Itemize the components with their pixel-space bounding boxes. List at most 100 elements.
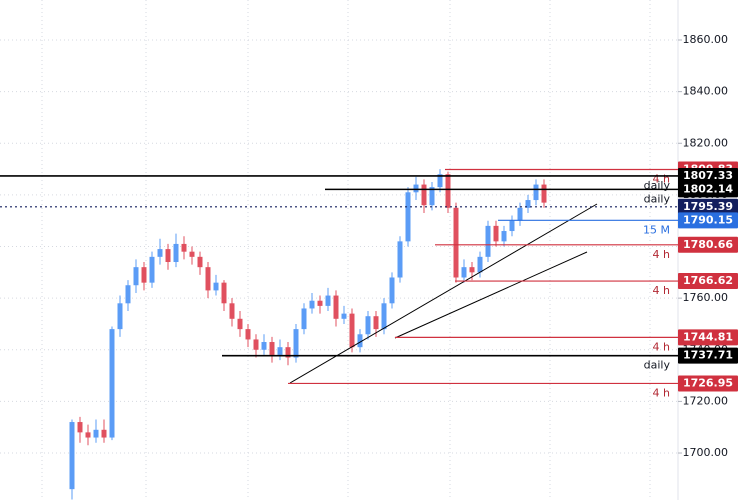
candle-body xyxy=(133,267,139,286)
level-label-box xyxy=(678,198,738,215)
level-note: 4 h xyxy=(653,284,670,297)
candle-body xyxy=(109,329,115,438)
candle-body xyxy=(445,174,451,208)
level-label-box xyxy=(678,181,738,198)
level-label: 1807.33 xyxy=(683,169,733,182)
candle-body xyxy=(93,429,99,438)
candle-body xyxy=(229,303,235,319)
y-tick-label: 1760.00 xyxy=(683,291,729,304)
candle-body xyxy=(397,241,403,278)
candle-body xyxy=(509,220,515,232)
candle-body xyxy=(477,256,483,273)
candle-body xyxy=(181,243,187,252)
level-note: 4 h xyxy=(653,386,670,399)
y-tick-label: 1700.00 xyxy=(683,446,729,459)
candle-body xyxy=(141,267,147,283)
candle-body xyxy=(437,174,443,188)
candle-body xyxy=(541,184,547,203)
y-tick-label: 1840.00 xyxy=(683,85,729,98)
candle-body xyxy=(341,313,347,319)
level-label-box xyxy=(678,375,738,392)
level-label: 1744.81 xyxy=(683,330,733,343)
level-label-box xyxy=(678,212,738,229)
candle-body xyxy=(197,256,203,268)
vertical-grid xyxy=(41,0,651,500)
candle-body xyxy=(269,342,275,355)
candle-body xyxy=(149,256,155,283)
candle-body xyxy=(501,231,507,242)
level-note: daily xyxy=(644,359,671,372)
level-label: 1780.66 xyxy=(683,238,733,251)
level-label-box xyxy=(678,347,738,364)
candle-body xyxy=(469,267,475,273)
candle-body xyxy=(125,285,131,304)
candle-body xyxy=(389,277,395,304)
candle-body xyxy=(461,267,467,278)
y-tick-label: 1820.00 xyxy=(683,136,729,149)
level-label-box xyxy=(678,329,738,346)
level-note: 4 h xyxy=(653,248,670,261)
candle-body xyxy=(117,303,123,330)
candle-body xyxy=(165,249,171,263)
candle-body xyxy=(309,300,315,309)
candle-body xyxy=(173,243,179,263)
candle-body xyxy=(357,334,363,348)
level-label: 1737.71 xyxy=(683,349,733,362)
candle-body xyxy=(157,249,163,257)
candle-body xyxy=(453,207,459,278)
candle-body xyxy=(221,282,227,304)
y-tick-label: 1860.00 xyxy=(683,33,729,46)
candle-body xyxy=(253,339,259,350)
candle-body xyxy=(237,318,243,330)
candles xyxy=(69,169,547,500)
candle-body xyxy=(373,316,379,330)
y-tick-label: 1720.00 xyxy=(683,394,729,407)
candle-body xyxy=(213,282,219,291)
price-axis: 1700.001720.001740.001760.001780.001800.… xyxy=(678,33,738,459)
candle-body xyxy=(261,342,267,350)
candle-body xyxy=(245,329,251,340)
candle-body xyxy=(421,184,427,206)
candle-body xyxy=(485,225,491,257)
candle-body xyxy=(101,429,107,438)
candle-body xyxy=(429,187,435,206)
level-label-box xyxy=(678,236,738,253)
level-label: 1802.14 xyxy=(683,182,733,195)
candle-body xyxy=(333,295,339,319)
level-label: 1726.95 xyxy=(683,376,733,389)
candle-body xyxy=(413,184,419,193)
candle-body xyxy=(189,251,195,257)
candle-body xyxy=(277,347,283,355)
candle-body xyxy=(293,329,299,358)
candle-body xyxy=(349,313,355,348)
grid xyxy=(0,39,678,454)
level-note: 15 M xyxy=(643,223,670,236)
candle-body xyxy=(317,300,323,306)
trend-line xyxy=(394,251,588,339)
candle-body xyxy=(405,192,411,242)
candle-body xyxy=(365,316,371,335)
candle-body xyxy=(77,422,83,433)
candle-body xyxy=(381,303,387,330)
candle-body xyxy=(301,308,307,330)
candle-body xyxy=(533,184,539,201)
level-label: 1795.39 xyxy=(683,200,733,213)
candle-body xyxy=(285,347,291,358)
level-label-box xyxy=(678,167,738,184)
candle-body xyxy=(493,225,499,242)
candle-body xyxy=(69,422,75,490)
candle-body xyxy=(205,267,211,291)
level-note: 4 h xyxy=(653,340,670,353)
level-label: 1790.15 xyxy=(683,213,733,226)
candle-body xyxy=(517,207,523,221)
level-label: 1766.62 xyxy=(683,274,733,287)
trend-line xyxy=(289,203,598,384)
level-label-box xyxy=(678,273,738,290)
candle-body xyxy=(325,295,331,306)
candle-body xyxy=(525,200,531,208)
candle-body xyxy=(85,432,91,438)
level-note: daily xyxy=(644,192,671,205)
